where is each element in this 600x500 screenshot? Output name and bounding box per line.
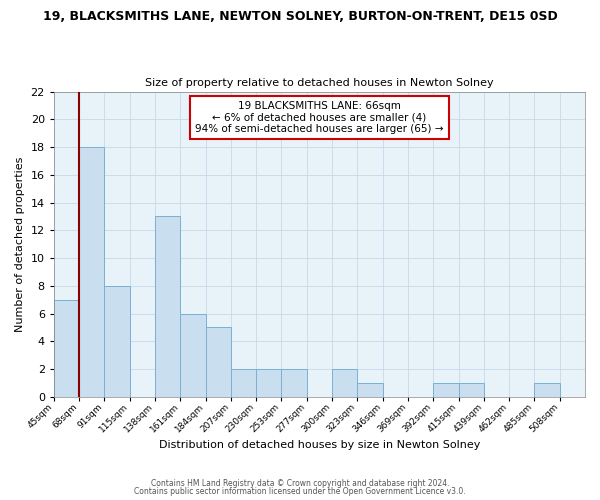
Bar [332,369,358,397]
Bar [206,328,231,397]
Text: Contains public sector information licensed under the Open Government Licence v3: Contains public sector information licen… [134,487,466,496]
Bar [281,369,307,397]
Bar [181,314,206,397]
Text: 19, BLACKSMITHS LANE, NEWTON SOLNEY, BURTON-ON-TRENT, DE15 0SD: 19, BLACKSMITHS LANE, NEWTON SOLNEY, BUR… [43,10,557,23]
Bar [458,383,484,397]
Bar [358,383,383,397]
Y-axis label: Number of detached properties: Number of detached properties [15,156,25,332]
Bar [54,300,79,397]
X-axis label: Distribution of detached houses by size in Newton Solney: Distribution of detached houses by size … [159,440,480,450]
Bar [104,286,130,397]
Bar [256,369,281,397]
Bar [433,383,458,397]
Bar [79,147,104,397]
Text: 19 BLACKSMITHS LANE: 66sqm
← 6% of detached houses are smaller (4)
94% of semi-d: 19 BLACKSMITHS LANE: 66sqm ← 6% of detac… [195,100,443,134]
Bar [231,369,256,397]
Text: Contains HM Land Registry data © Crown copyright and database right 2024.: Contains HM Land Registry data © Crown c… [151,478,449,488]
Bar [155,216,181,397]
Bar [535,383,560,397]
Title: Size of property relative to detached houses in Newton Solney: Size of property relative to detached ho… [145,78,494,88]
